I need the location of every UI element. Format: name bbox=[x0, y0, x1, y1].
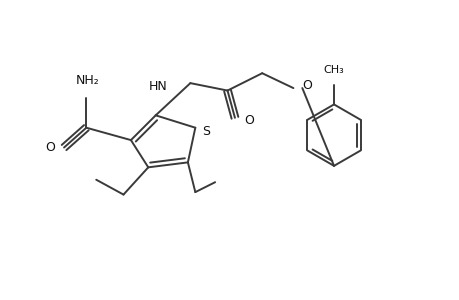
Text: S: S bbox=[202, 125, 210, 138]
Text: HN: HN bbox=[148, 80, 167, 93]
Text: O: O bbox=[243, 114, 253, 127]
Text: CH₃: CH₃ bbox=[323, 65, 344, 75]
Text: O: O bbox=[302, 79, 312, 92]
Text: NH₂: NH₂ bbox=[75, 74, 99, 87]
Text: O: O bbox=[45, 141, 55, 154]
